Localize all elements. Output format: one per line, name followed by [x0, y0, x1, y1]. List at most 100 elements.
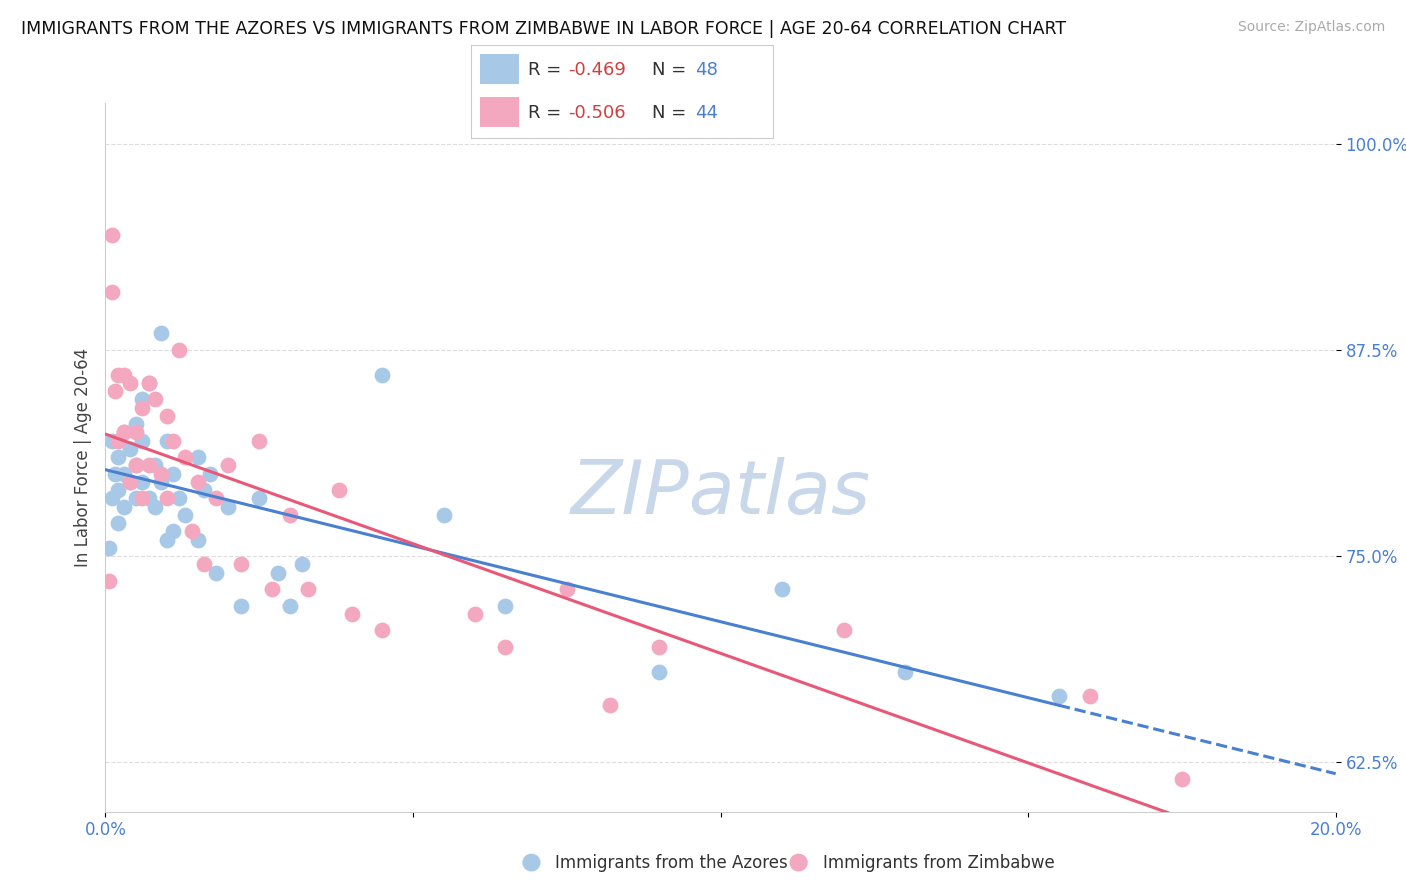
Text: Immigrants from the Azores: Immigrants from the Azores: [555, 854, 789, 871]
Point: [278, 599, 301, 613]
Point: [131, 491, 153, 506]
Point: [125, 458, 148, 473]
Point: [162, 434, 184, 448]
Point: [149, 475, 172, 489]
Point: [1047, 690, 1070, 704]
Point: [894, 665, 917, 679]
FancyBboxPatch shape: [479, 54, 519, 84]
Point: [174, 508, 197, 522]
Text: Source: ZipAtlas.com: Source: ZipAtlas.com: [1237, 20, 1385, 34]
Point: [112, 500, 135, 514]
Point: [138, 376, 160, 390]
Point: [156, 409, 179, 423]
Point: [174, 450, 197, 464]
Point: [156, 533, 179, 547]
Point: [187, 533, 209, 547]
Point: [107, 450, 129, 464]
Text: N =: N =: [652, 61, 692, 78]
Point: [107, 483, 129, 497]
Point: [832, 624, 855, 638]
Text: 48: 48: [695, 61, 717, 78]
Point: [131, 475, 153, 489]
Point: [180, 524, 202, 539]
Point: [267, 566, 290, 580]
Point: [138, 376, 160, 390]
Point: [100, 434, 122, 448]
Text: Immigrants from Zimbabwe: Immigrants from Zimbabwe: [823, 854, 1054, 871]
Point: [371, 368, 394, 382]
Y-axis label: In Labor Force | Age 20-64: In Labor Force | Age 20-64: [73, 348, 91, 566]
Point: [125, 458, 148, 473]
Point: [169, 343, 191, 357]
Point: [120, 475, 141, 489]
Point: [229, 558, 252, 572]
Point: [107, 434, 129, 448]
Point: [149, 326, 172, 341]
Point: [138, 491, 160, 506]
Point: [198, 467, 221, 481]
Point: [112, 425, 135, 440]
Point: [100, 491, 122, 506]
Text: -0.506: -0.506: [568, 104, 626, 122]
Text: 44: 44: [695, 104, 717, 122]
Point: [120, 475, 141, 489]
Point: [162, 524, 184, 539]
Point: [143, 500, 166, 514]
Point: [143, 392, 166, 407]
Point: [138, 458, 160, 473]
Point: [218, 458, 240, 473]
Point: [131, 434, 153, 448]
Text: N =: N =: [652, 104, 692, 122]
Point: [125, 417, 148, 432]
Point: [120, 442, 141, 456]
Point: [205, 491, 228, 506]
Point: [97, 541, 120, 555]
Point: [1078, 690, 1101, 704]
Point: [156, 491, 179, 506]
Point: [187, 475, 209, 489]
Point: [149, 467, 172, 481]
Point: [187, 450, 209, 464]
Point: [1171, 772, 1194, 786]
Text: R =: R =: [529, 104, 568, 122]
Point: [247, 491, 270, 506]
Point: [340, 607, 363, 621]
Point: [120, 376, 141, 390]
Point: [464, 607, 486, 621]
Point: [229, 599, 252, 613]
Text: R =: R =: [529, 61, 568, 78]
Text: ZIPatlas: ZIPatlas: [571, 457, 870, 529]
Point: [100, 285, 122, 300]
Point: [169, 491, 191, 506]
Point: [218, 500, 240, 514]
Point: [107, 516, 129, 530]
Point: [112, 467, 135, 481]
Point: [104, 467, 127, 481]
Point: [328, 483, 350, 497]
Point: [770, 582, 793, 596]
Point: [599, 698, 621, 712]
Point: [156, 434, 179, 448]
Point: [112, 425, 135, 440]
Point: [371, 624, 394, 638]
Point: [107, 368, 129, 382]
Point: [193, 558, 215, 572]
Point: [143, 458, 166, 473]
Point: [247, 434, 270, 448]
Point: [97, 574, 120, 588]
Point: [494, 640, 516, 654]
Point: [131, 401, 153, 415]
Point: [205, 566, 228, 580]
Point: [297, 582, 319, 596]
Point: [162, 467, 184, 481]
Point: [433, 508, 456, 522]
Point: [112, 368, 135, 382]
Text: -0.469: -0.469: [568, 61, 626, 78]
Point: [125, 491, 148, 506]
Point: [104, 384, 127, 399]
Point: [193, 483, 215, 497]
Point: [260, 582, 283, 596]
Text: IMMIGRANTS FROM THE AZORES VS IMMIGRANTS FROM ZIMBABWE IN LABOR FORCE | AGE 20-6: IMMIGRANTS FROM THE AZORES VS IMMIGRANTS…: [21, 20, 1066, 37]
Point: [494, 599, 516, 613]
Point: [291, 558, 314, 572]
